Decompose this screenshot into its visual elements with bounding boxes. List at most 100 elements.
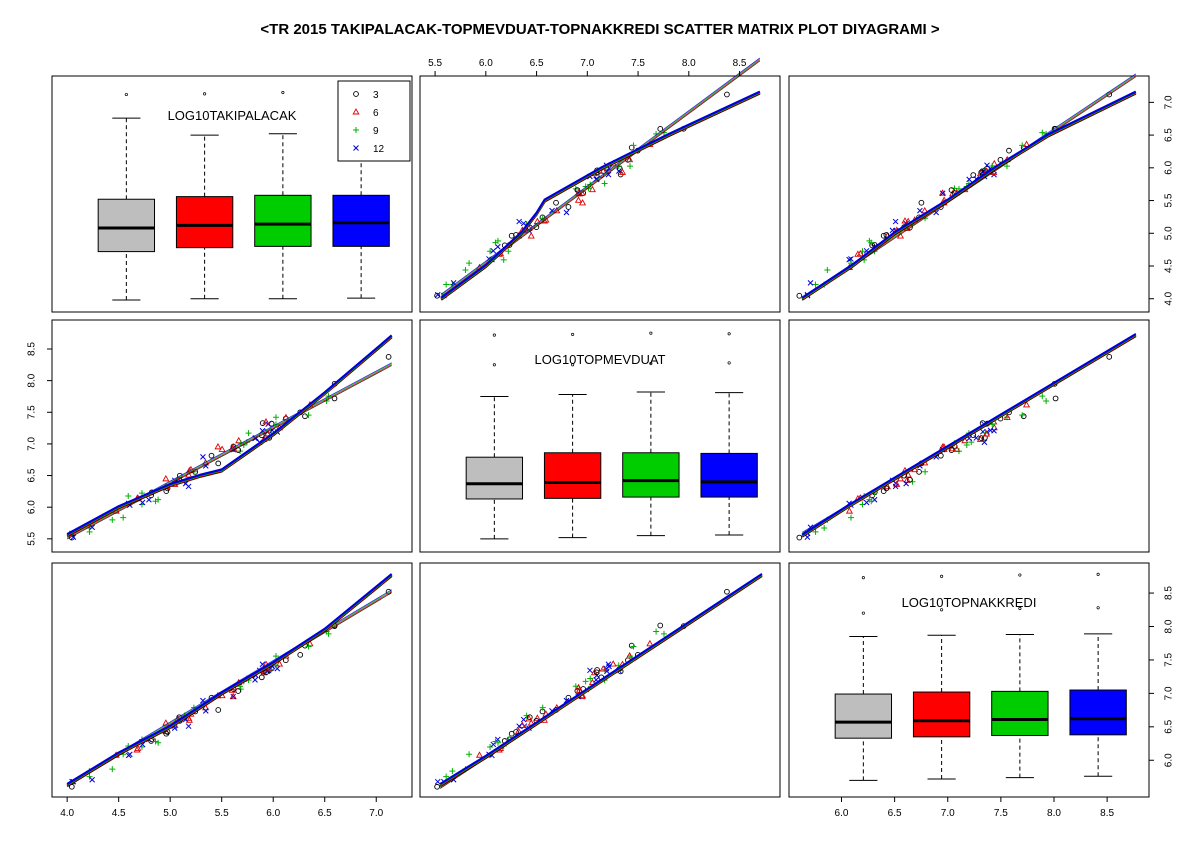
data-point <box>259 420 266 426</box>
data-point <box>961 436 969 444</box>
variable-label-1: LOG10TAKIPALACAK <box>168 108 297 123</box>
data-point <box>353 91 359 97</box>
y-tick-label: 5.5 <box>27 531 38 545</box>
legend-label: 3 <box>373 90 379 101</box>
x-tick-label: 6.0 <box>835 808 849 819</box>
smoother-line <box>440 90 761 299</box>
x-tick-label: 6.0 <box>479 58 493 69</box>
box-3 <box>465 456 524 500</box>
data-point <box>520 716 527 723</box>
panel-frame-r1-c2 <box>419 75 781 313</box>
data-point <box>245 430 252 437</box>
box-outlier <box>1096 572 1100 576</box>
data-point <box>1022 400 1031 408</box>
data-point <box>1020 413 1027 420</box>
panel-frame-r3-c1 <box>51 562 413 798</box>
data-point <box>263 669 269 676</box>
data-point <box>162 474 170 482</box>
x-tick-label: 4.0 <box>60 808 74 819</box>
y-tick-label: 8.5 <box>1164 586 1175 600</box>
data-point <box>824 267 831 274</box>
panel-frame-r1-c3 <box>788 75 1150 313</box>
box-outlier <box>203 92 207 96</box>
x-tick-label: 8.5 <box>733 58 747 69</box>
smoother-line <box>440 91 761 300</box>
data-point <box>494 243 501 250</box>
data-point <box>966 176 973 183</box>
data-point <box>215 707 222 713</box>
data-point <box>462 267 469 274</box>
data-point <box>89 776 96 783</box>
data-point <box>812 281 819 288</box>
smoother-line <box>801 90 1137 299</box>
x-tick-label: 7.5 <box>631 58 645 69</box>
smoother-line <box>439 573 763 785</box>
box-outlier <box>571 363 575 367</box>
regression-line <box>66 365 392 540</box>
data-point <box>845 507 854 514</box>
data-point <box>796 534 803 541</box>
data-point <box>907 476 913 483</box>
smoother-line <box>66 335 393 536</box>
data-point <box>978 435 985 441</box>
data-point <box>262 418 270 425</box>
data-point <box>516 218 522 225</box>
data-point <box>587 667 593 674</box>
data-point <box>553 199 559 206</box>
data-point <box>434 778 441 785</box>
scatter-panel-r1-c3 <box>796 73 1137 301</box>
box-outlier <box>1018 573 1022 577</box>
data-point <box>434 291 441 298</box>
data-point <box>152 738 159 745</box>
data-point <box>434 783 440 790</box>
y-tick-label: 5.5 <box>1164 193 1175 207</box>
box-outlier <box>1018 606 1022 610</box>
data-point <box>155 739 162 746</box>
data-point <box>812 528 819 535</box>
data-point <box>1039 393 1046 400</box>
data-point <box>982 430 991 437</box>
data-point <box>892 483 899 490</box>
data-point <box>880 232 887 239</box>
smoother-line <box>66 334 393 536</box>
data-point <box>599 665 607 672</box>
box-outlier <box>727 361 731 365</box>
y-tick-label: 6.0 <box>27 500 38 514</box>
box-3 <box>834 693 893 739</box>
data-point <box>1106 354 1113 360</box>
x-tick-label: 5.5 <box>215 808 229 819</box>
data-point <box>868 239 875 246</box>
x-tick-label: 7.0 <box>580 58 594 69</box>
data-point <box>609 660 617 667</box>
data-point <box>939 190 946 197</box>
data-point <box>353 127 359 133</box>
data-point <box>1052 395 1059 402</box>
box-outlier <box>649 361 653 366</box>
variable-label-3: LOG10TOPNAKKREDI <box>902 595 1037 610</box>
data-point <box>208 452 215 459</box>
data-point <box>1003 413 1011 420</box>
data-point <box>628 642 635 649</box>
data-point <box>492 738 499 745</box>
y-tick-label: 8.0 <box>27 373 38 387</box>
data-point <box>892 218 899 225</box>
data-point <box>724 588 730 595</box>
data-point <box>1006 147 1012 154</box>
data-point <box>201 703 210 711</box>
box-outlier <box>1096 606 1100 610</box>
y-tick-label: 4.5 <box>1164 259 1175 273</box>
data-point <box>565 204 572 210</box>
box-outlier <box>571 332 575 336</box>
data-point <box>660 630 667 637</box>
data-point <box>252 677 258 683</box>
data-point <box>807 279 814 286</box>
data-point <box>487 744 494 751</box>
data-point <box>657 622 664 629</box>
data-point <box>466 751 473 758</box>
data-point <box>86 773 93 780</box>
data-point <box>86 528 93 535</box>
x-tick-label: 7.0 <box>941 808 955 819</box>
x-tick-label: 6.0 <box>266 808 280 819</box>
x-tick-label: 6.5 <box>888 808 902 819</box>
data-point <box>948 447 955 453</box>
